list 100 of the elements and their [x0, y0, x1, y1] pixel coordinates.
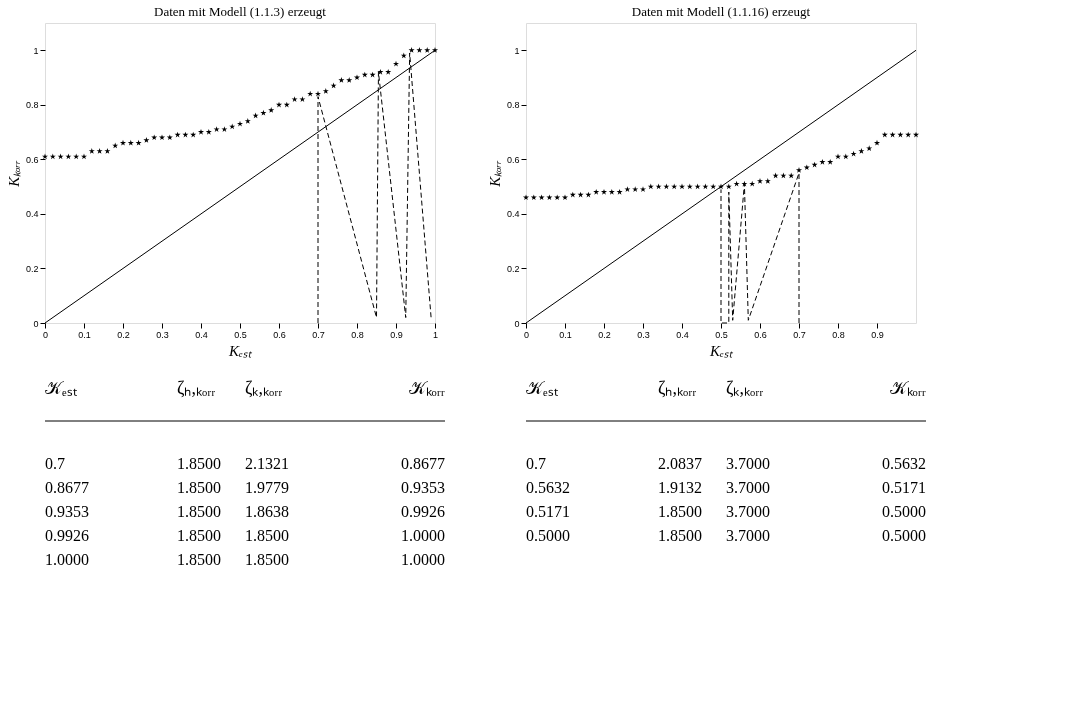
text: 3.7000: [726, 503, 770, 520]
x-tick-label: 0.7: [312, 329, 325, 340]
y-tick-label: 0.6: [25, 154, 39, 165]
text: 0.9926: [401, 503, 445, 520]
point: [889, 131, 896, 138]
point: [244, 118, 251, 124]
x-tick-label: 0.6: [754, 329, 767, 340]
x-tick-label: 0.9: [871, 329, 884, 340]
text: 1.8500: [177, 503, 221, 520]
point: [866, 145, 873, 152]
x-tick-label: 0: [42, 329, 49, 340]
x-tick-label: 0.5: [715, 329, 728, 340]
x-tick-label: 0.8: [351, 329, 364, 340]
x-tick-label: 0: [523, 329, 530, 340]
point: [562, 194, 568, 201]
point: [135, 139, 142, 146]
chart-title: Daten mit Modell (1.1.3) erzeugt: [154, 4, 327, 19]
text: ζₖ,ₖₒᵣᵣ: [245, 378, 283, 398]
text: 𝒦ₑₛₜ: [526, 378, 558, 398]
point: [49, 153, 56, 160]
point: [585, 191, 592, 198]
x-tick-label: 0.3: [637, 329, 650, 340]
x-tick-label: 1: [432, 329, 439, 340]
point: [42, 153, 48, 160]
point: [291, 96, 298, 102]
point: [616, 188, 623, 195]
text: 2.1321: [245, 455, 289, 472]
text: 0.5171: [526, 503, 570, 520]
point: [127, 139, 134, 146]
point: [330, 82, 337, 89]
point: [432, 47, 438, 53]
point: [354, 74, 360, 81]
text: 1.8500: [177, 527, 221, 544]
text: 2.0837: [658, 455, 702, 472]
text: 1.8500: [177, 479, 221, 496]
point: [252, 112, 259, 119]
x-axis-title: Kₑₛₜ: [709, 342, 734, 359]
x-tick-label: 0.4: [676, 329, 689, 340]
x-tick-label: 0.1: [78, 329, 91, 340]
text: 0.5000: [882, 527, 926, 544]
text: 1.0000: [45, 551, 89, 568]
text: 1.0000: [401, 551, 445, 568]
point: [322, 88, 329, 94]
point: [913, 131, 919, 138]
point: [733, 180, 740, 187]
y-tick-label: 0.8: [506, 100, 520, 111]
point: [741, 180, 748, 187]
point: [346, 77, 353, 83]
x-tick-label: 0.7: [793, 329, 806, 340]
point: [377, 68, 384, 75]
text: 0.5000: [526, 527, 570, 544]
point: [299, 96, 306, 102]
y-tick-label: 0.2: [506, 263, 520, 274]
x-tick-label: 0.4: [195, 329, 208, 340]
point: [151, 134, 158, 141]
point: [166, 134, 173, 141]
text: 0.5632: [882, 455, 926, 472]
point: [182, 131, 189, 138]
point: [174, 131, 181, 138]
text: 𝒦ₖₒᵣᵣ: [408, 378, 445, 398]
point: [624, 186, 631, 192]
text: 1.9779: [245, 479, 289, 496]
text: 1.8500: [658, 527, 702, 544]
point: [530, 194, 537, 201]
point: [897, 131, 904, 138]
text: 0.9353: [45, 503, 89, 520]
point: [523, 194, 529, 201]
x-tick-label: 0.2: [117, 329, 130, 340]
point: [338, 77, 345, 83]
x-tick-label: 0.3: [156, 329, 169, 340]
point: [120, 139, 126, 146]
point: [850, 150, 857, 157]
point: [803, 164, 810, 171]
text: 0.8677: [401, 455, 445, 472]
point: [104, 148, 111, 154]
point: [237, 120, 243, 127]
point: [772, 172, 779, 179]
x-tick-label: 0.5: [234, 329, 247, 340]
text: 0.5632: [526, 479, 570, 496]
y-tick-label: 0.4: [25, 209, 39, 220]
point: [679, 183, 685, 190]
point: [632, 186, 639, 192]
point: [96, 148, 103, 154]
point: [686, 183, 693, 190]
chart-title: Daten mit Modell (1.1.16) erzeugt: [631, 4, 811, 19]
point: [764, 178, 771, 184]
text: 0.5171: [882, 479, 926, 496]
point: [260, 109, 267, 116]
text: 0.8677: [45, 479, 89, 496]
text: 1.8500: [658, 503, 702, 520]
text: 0.7: [45, 455, 65, 472]
point: [780, 172, 787, 179]
point: [554, 194, 561, 201]
point: [640, 186, 646, 192]
x-axis-title: Kₑₛₜ: [228, 342, 253, 359]
y-tick-label: 0.2: [25, 263, 39, 274]
point: [647, 183, 654, 190]
text: 0.5000: [882, 503, 926, 520]
point: [315, 90, 321, 97]
y-tick-label: 0.4: [506, 209, 520, 220]
